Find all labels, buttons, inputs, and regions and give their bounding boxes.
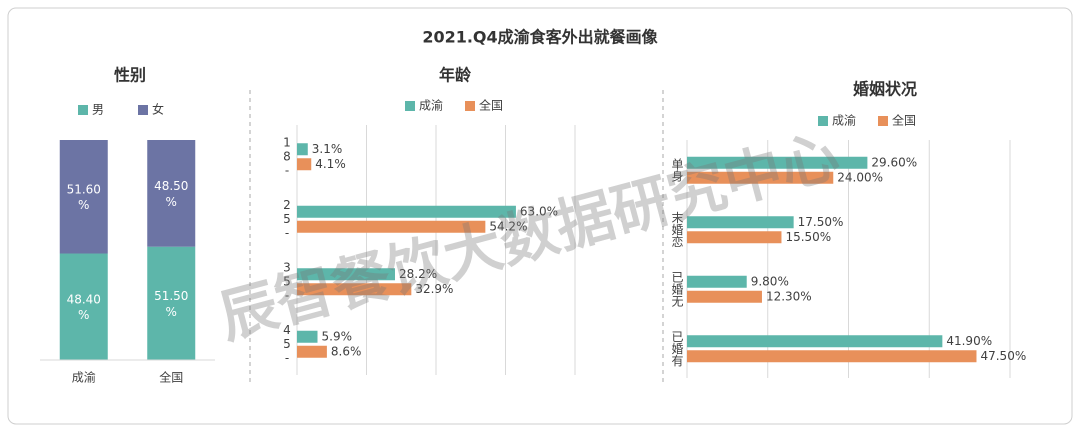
bar-segment xyxy=(147,140,196,247)
value-label: 17.50% xyxy=(798,215,844,229)
value-label: 47.50% xyxy=(980,349,1026,363)
value-label: 8.6% xyxy=(331,344,362,358)
bar xyxy=(297,158,312,171)
bar xyxy=(687,275,747,288)
y-tick-label: 25- xyxy=(280,198,294,240)
legend-label: 女 xyxy=(152,102,164,117)
value-label: 51.50% xyxy=(154,289,188,319)
bar xyxy=(687,216,794,229)
y-tick-label: 45- xyxy=(280,323,294,365)
legend-label: 成渝 xyxy=(832,113,856,128)
y-tick-label: 单身 xyxy=(670,157,684,182)
bar xyxy=(687,290,762,303)
value-label: 48.50% xyxy=(154,179,188,209)
bar xyxy=(687,156,868,169)
value-label: 12.30% xyxy=(766,289,812,303)
value-label: 15.50% xyxy=(785,230,831,244)
bar-segment xyxy=(59,253,108,360)
y-tick-label: 已婚有 xyxy=(670,330,684,366)
page-title: 2021.Q4成渝食客外出就餐画像 xyxy=(422,28,658,47)
legend-swatch xyxy=(818,116,828,126)
value-label: 32.9% xyxy=(415,282,453,296)
bar xyxy=(297,268,395,281)
legend-swatch xyxy=(878,116,888,126)
value-label: 51.60% xyxy=(67,182,101,212)
bar-segment xyxy=(147,246,196,360)
chart-title: 年龄 xyxy=(439,66,472,85)
bar xyxy=(297,205,516,218)
bar xyxy=(297,220,486,233)
value-label: 63.0% xyxy=(520,204,558,218)
y-tick-label: 18- xyxy=(280,135,294,177)
x-tick-label: 全国 xyxy=(159,370,183,385)
x-tick-label: 成渝 xyxy=(72,370,96,385)
legend-swatch xyxy=(465,101,475,111)
legend-swatch xyxy=(138,105,148,115)
bar xyxy=(687,171,834,184)
value-label: 48.40% xyxy=(67,292,101,322)
bar xyxy=(297,283,412,296)
chart-title: 婚姻状况 xyxy=(853,80,917,99)
y-tick-label: 末婚恋 xyxy=(670,211,684,247)
legend-label: 全国 xyxy=(892,113,916,128)
bar xyxy=(297,345,327,358)
legend-label: 成渝 xyxy=(419,98,443,113)
value-label: 4.1% xyxy=(315,157,346,171)
bar xyxy=(687,231,782,244)
y-tick-label: 35- xyxy=(280,260,294,302)
value-label: 28.2% xyxy=(399,267,437,281)
legend-swatch xyxy=(405,101,415,111)
bar xyxy=(297,143,308,156)
bar xyxy=(297,330,318,343)
value-label: 24.00% xyxy=(837,170,883,184)
value-label: 9.80% xyxy=(751,274,789,288)
bar-segment xyxy=(59,140,108,254)
value-label: 5.9% xyxy=(322,329,353,343)
chart-title: 性别 xyxy=(114,66,146,85)
value-label: 3.1% xyxy=(312,142,343,156)
legend-swatch xyxy=(78,105,88,115)
y-tick-label: 已婚无 xyxy=(670,271,684,308)
bar xyxy=(687,335,943,348)
value-label: 41.90% xyxy=(946,334,992,348)
frame xyxy=(7,7,1073,425)
legend-label: 全国 xyxy=(479,98,503,113)
value-label: 29.60% xyxy=(871,155,917,169)
bar xyxy=(687,350,977,363)
legend-label: 男 xyxy=(92,103,104,117)
value-label: 54.2% xyxy=(489,219,527,233)
